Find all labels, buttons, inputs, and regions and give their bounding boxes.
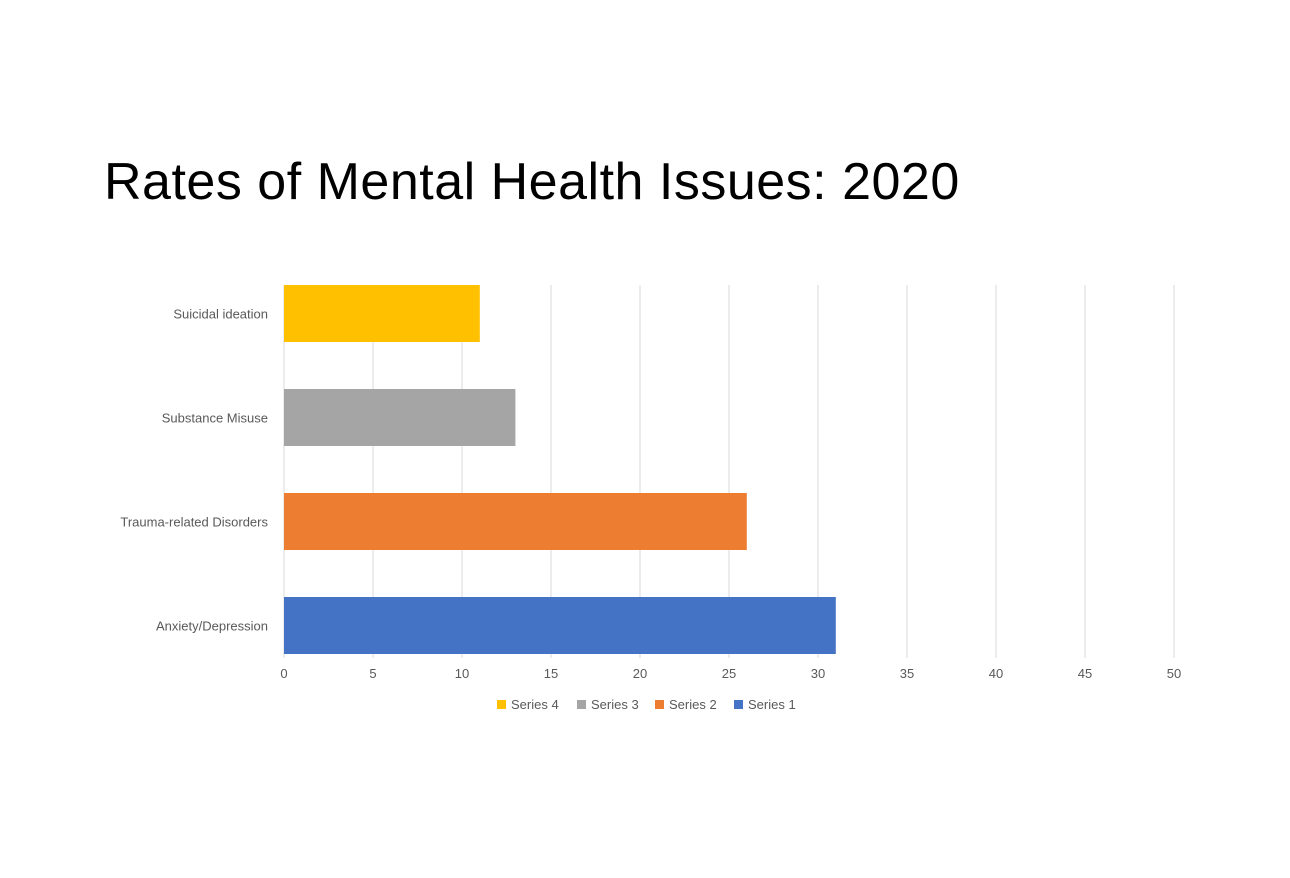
x-tick-label: 40 — [989, 666, 1003, 681]
x-tick-label: 10 — [455, 666, 469, 681]
x-tick-label: 30 — [811, 666, 825, 681]
x-tick-label: 20 — [633, 666, 647, 681]
legend-label: Series 2 — [669, 697, 717, 712]
bar-series-4 — [284, 285, 480, 342]
legend-label: Series 1 — [748, 697, 796, 712]
y-category-label: Trauma-related Disorders — [120, 515, 268, 530]
y-category-label: Anxiety/Depression — [156, 619, 268, 634]
x-tick-label: 45 — [1078, 666, 1092, 681]
x-tick-label: 25 — [722, 666, 736, 681]
legend-swatch — [497, 700, 506, 709]
chart-title: Rates of Mental Health Issues: 2020 — [104, 153, 960, 211]
y-category-label: Suicidal ideation — [173, 307, 268, 322]
bar-series-2 — [284, 493, 747, 550]
x-tick-label: 35 — [900, 666, 914, 681]
bar-series-1 — [284, 597, 836, 654]
y-category-label: Substance Misuse — [162, 411, 268, 426]
legend-swatch — [655, 700, 664, 709]
legend-label: Series 4 — [511, 697, 559, 712]
legend-label: Series 3 — [591, 697, 639, 712]
x-tick-label: 50 — [1167, 666, 1181, 681]
legend-swatch — [734, 700, 743, 709]
x-tick-label: 5 — [369, 666, 376, 681]
legend-swatch — [577, 700, 586, 709]
x-tick-label: 15 — [544, 666, 558, 681]
bar-series-3 — [284, 389, 516, 446]
x-tick-label: 0 — [280, 666, 287, 681]
